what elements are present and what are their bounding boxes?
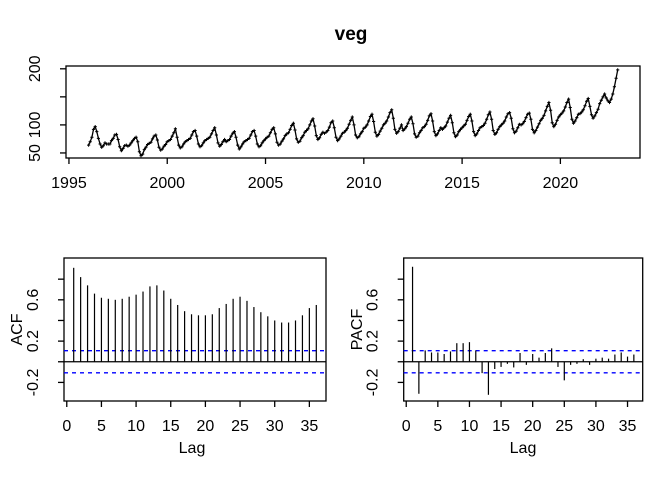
x-tick-label: 15: [492, 418, 510, 435]
x-tick-label: 25: [231, 418, 249, 435]
x-tick-label: 15: [162, 418, 180, 435]
x-tick-label: 2015: [444, 175, 480, 192]
timeseries-point-markers: [87, 68, 620, 158]
timeseries-line: [88, 69, 619, 157]
x-tick-label: 20: [524, 418, 542, 435]
y-tick-label: 200: [27, 55, 44, 82]
y-tick-label: 100: [27, 111, 44, 138]
y-tick-label: -0.2: [25, 369, 42, 397]
x-tick-label: 10: [127, 418, 145, 435]
x-tick-label: 5: [433, 418, 442, 435]
plot-box: [403, 257, 644, 402]
y-tick-label: 0.6: [25, 289, 42, 311]
x-tick-label: 25: [555, 418, 573, 435]
plot-box: [65, 65, 641, 159]
acf-plot: 0 5 10 15 20 25 30 35 -0.2 0.2 0.6: [25, 257, 327, 435]
x-tick-label: 0: [402, 418, 411, 435]
pacf-plot: 0 5 10 15 20 25 30 35 -0.2 0.2 0.6: [365, 257, 644, 435]
x-tick-label: 2005: [248, 175, 284, 192]
x-tick-label: 10: [461, 418, 479, 435]
timeseries-plot: 1995 2000 2005 2010 2015 2020 50 100 200: [27, 55, 641, 192]
x-tick-label: 30: [587, 418, 605, 435]
pacf-x-axis-label: Lag: [510, 440, 537, 457]
pacf-y-axis-label: PACF: [349, 309, 366, 351]
y-tick-label: -0.2: [365, 369, 382, 397]
x-tick-label: 35: [300, 418, 318, 435]
y-tick-label: 0.2: [365, 330, 382, 352]
x-tick-label: 30: [266, 418, 284, 435]
plot-box: [63, 257, 327, 402]
y-tick-label: 50: [27, 144, 44, 162]
x-tick-label: 2020: [543, 175, 579, 192]
acf-y-axis-label: ACF: [9, 313, 26, 345]
x-tick-label: 1995: [51, 175, 87, 192]
x-tick-label: 20: [196, 418, 214, 435]
x-tick-label: 5: [97, 418, 106, 435]
timeseries-title: veg: [335, 24, 368, 45]
y-tick-label: 0.6: [365, 289, 382, 311]
acf-x-axis-label: Lag: [179, 440, 206, 457]
y-tick-label: 0.2: [25, 330, 42, 352]
x-tick-label: 0: [62, 418, 71, 435]
x-tick-label: 35: [619, 418, 637, 435]
x-tick-label: 2000: [149, 175, 185, 192]
x-tick-label: 2010: [346, 175, 382, 192]
